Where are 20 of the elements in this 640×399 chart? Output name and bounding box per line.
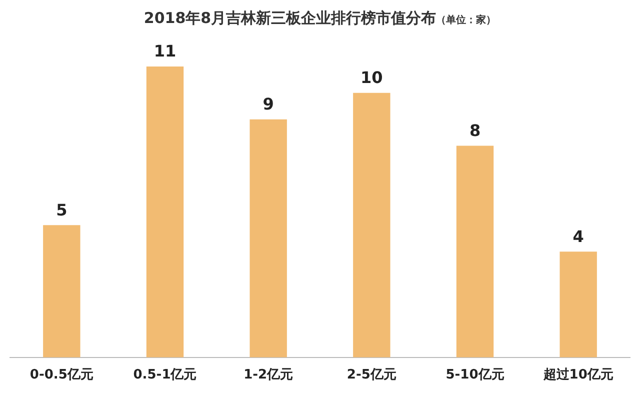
data-label: 10 <box>360 68 383 88</box>
bar <box>250 119 287 358</box>
data-label: 11 <box>154 42 176 61</box>
bar <box>353 92 390 358</box>
bar <box>43 225 80 358</box>
x-tick-label: 1-2亿元 <box>244 368 294 383</box>
x-tick-label: 5-10亿元 <box>446 368 504 383</box>
data-label: 4 <box>572 226 584 246</box>
x-tick-label: 0.5-1亿元 <box>133 368 197 383</box>
bar <box>560 252 597 358</box>
chart-title: 2018年8月吉林新三板企业排行榜市值分布 <box>144 9 436 27</box>
data-label: 5 <box>56 200 68 220</box>
bar <box>146 66 184 358</box>
x-tick-label: 超过10亿元 <box>542 368 614 383</box>
chart-subtitle: （单位：家） <box>436 15 496 26</box>
x-tick-label: 0-0.5亿元 <box>30 368 94 383</box>
data-label: 8 <box>469 120 481 140</box>
x-tick-label: 2-5亿元 <box>346 368 396 383</box>
bar <box>456 146 494 358</box>
data-label: 9 <box>262 94 274 114</box>
